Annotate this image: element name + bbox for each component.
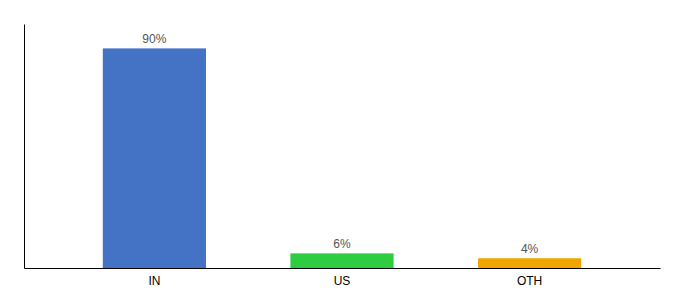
y-axis xyxy=(24,25,25,269)
y-axis-line xyxy=(24,25,25,269)
x-tick-label: OTH xyxy=(517,274,542,288)
bar xyxy=(103,48,206,268)
data-label: 4% xyxy=(521,242,539,256)
plot: 90% 6% 4% IN US OTH xyxy=(25,25,661,288)
x-axis-line xyxy=(25,268,661,269)
data-labels: 90% 6% 4% xyxy=(142,32,538,256)
bar xyxy=(290,253,393,268)
x-tick-label: IN xyxy=(148,274,160,288)
bar xyxy=(478,258,581,268)
x-tick: OTH xyxy=(517,274,542,288)
data-label: 90% xyxy=(142,32,166,46)
x-tick-label: US xyxy=(334,274,351,288)
x-tick: IN xyxy=(148,274,160,288)
x-axis: IN US OTH xyxy=(25,269,661,288)
bars xyxy=(103,48,581,268)
chart: 90% 6% 4% IN US OTH xyxy=(0,0,680,300)
x-tick: US xyxy=(334,274,351,288)
data-label: 6% xyxy=(333,237,351,251)
